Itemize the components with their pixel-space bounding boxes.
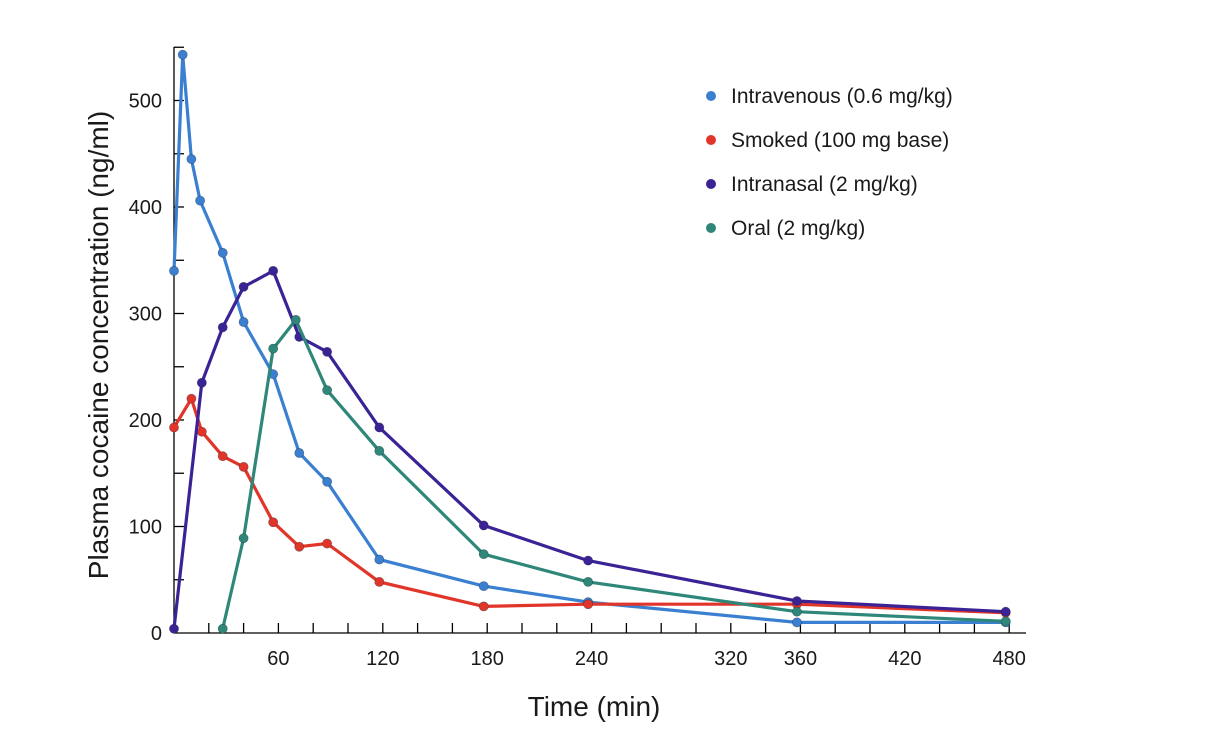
legend-item: Oral (2 mg/kg)	[706, 217, 865, 240]
data-point	[584, 577, 593, 586]
series-line	[223, 320, 1006, 629]
legend-item: Intranasal (2 mg/kg)	[706, 173, 918, 196]
x-ticks: 60 120 180 240 320 360 420 480	[209, 623, 1026, 670]
data-point	[792, 607, 801, 616]
y-tick-label: 200	[129, 410, 162, 432]
y-tick-label: 300	[129, 304, 162, 326]
data-point	[239, 317, 248, 326]
data-point	[323, 477, 332, 486]
x-tick-label: 480	[993, 648, 1026, 670]
data-point	[239, 534, 248, 543]
data-point	[479, 521, 488, 530]
y-tick-label: 0	[151, 623, 162, 645]
data-point	[197, 378, 206, 387]
data-point	[323, 347, 332, 356]
data-point	[479, 602, 488, 611]
data-point	[375, 423, 384, 432]
legend-item: Intravenous (0.6 mg/kg)	[706, 85, 953, 108]
data-point	[295, 448, 304, 457]
data-point	[218, 624, 227, 633]
data-point	[269, 344, 278, 353]
data-point	[1001, 607, 1010, 616]
data-point	[375, 555, 384, 564]
data-point	[269, 266, 278, 275]
data-point	[323, 539, 332, 548]
data-point	[479, 582, 488, 591]
data-point	[375, 577, 384, 586]
x-tick-label: 320	[714, 648, 747, 670]
legend-label: Smoked (100 mg base)	[731, 129, 949, 152]
data-point	[169, 423, 178, 432]
data-point	[295, 542, 304, 551]
data-point	[169, 624, 178, 633]
x-tick-label: 420	[888, 648, 921, 670]
data-point	[792, 618, 801, 627]
legend: Intravenous (0.6 mg/kg) Smoked (100 mg ba…	[706, 85, 953, 240]
x-tick-label: 120	[366, 648, 399, 670]
data-point	[239, 282, 248, 291]
x-tick-label: 360	[784, 648, 817, 670]
y-tick-label: 400	[129, 197, 162, 219]
x-tick-label: 240	[575, 648, 608, 670]
legend-marker	[706, 179, 716, 189]
y-ticks: 0 100 200 300 400 500	[129, 47, 184, 645]
data-point	[178, 50, 187, 59]
legend-marker	[706, 91, 716, 101]
x-axis-title: Time (min)	[528, 691, 661, 722]
x-tick-label: 60	[267, 648, 289, 670]
data-point	[792, 596, 801, 605]
series-group	[218, 315, 1010, 633]
legend-marker	[706, 135, 716, 145]
legend-label: Intranasal (2 mg/kg)	[731, 173, 918, 196]
data-point	[197, 427, 206, 436]
data-point	[218, 452, 227, 461]
data-point	[479, 550, 488, 559]
data-point	[196, 196, 205, 205]
data-point	[269, 518, 278, 527]
y-tick-label: 500	[129, 91, 162, 113]
legend-marker	[706, 223, 716, 233]
legend-label: Intravenous (0.6 mg/kg)	[731, 85, 953, 108]
data-point	[584, 556, 593, 565]
data-point	[1001, 617, 1010, 626]
legend-item: Smoked (100 mg base)	[706, 129, 949, 152]
x-tick-label: 180	[471, 648, 504, 670]
data-point	[218, 323, 227, 332]
y-tick-label: 100	[129, 517, 162, 539]
data-point	[187, 394, 196, 403]
data-point	[239, 462, 248, 471]
data-point	[323, 386, 332, 395]
data-point	[375, 446, 384, 455]
y-axis-title: Plasma cocaine concentration (ng/ml)	[83, 111, 114, 579]
data-point	[187, 154, 196, 163]
legend-label: Oral (2 mg/kg)	[731, 217, 865, 240]
data-point	[584, 600, 593, 609]
data-point	[218, 248, 227, 257]
data-point	[169, 266, 178, 275]
data-point	[291, 315, 300, 324]
